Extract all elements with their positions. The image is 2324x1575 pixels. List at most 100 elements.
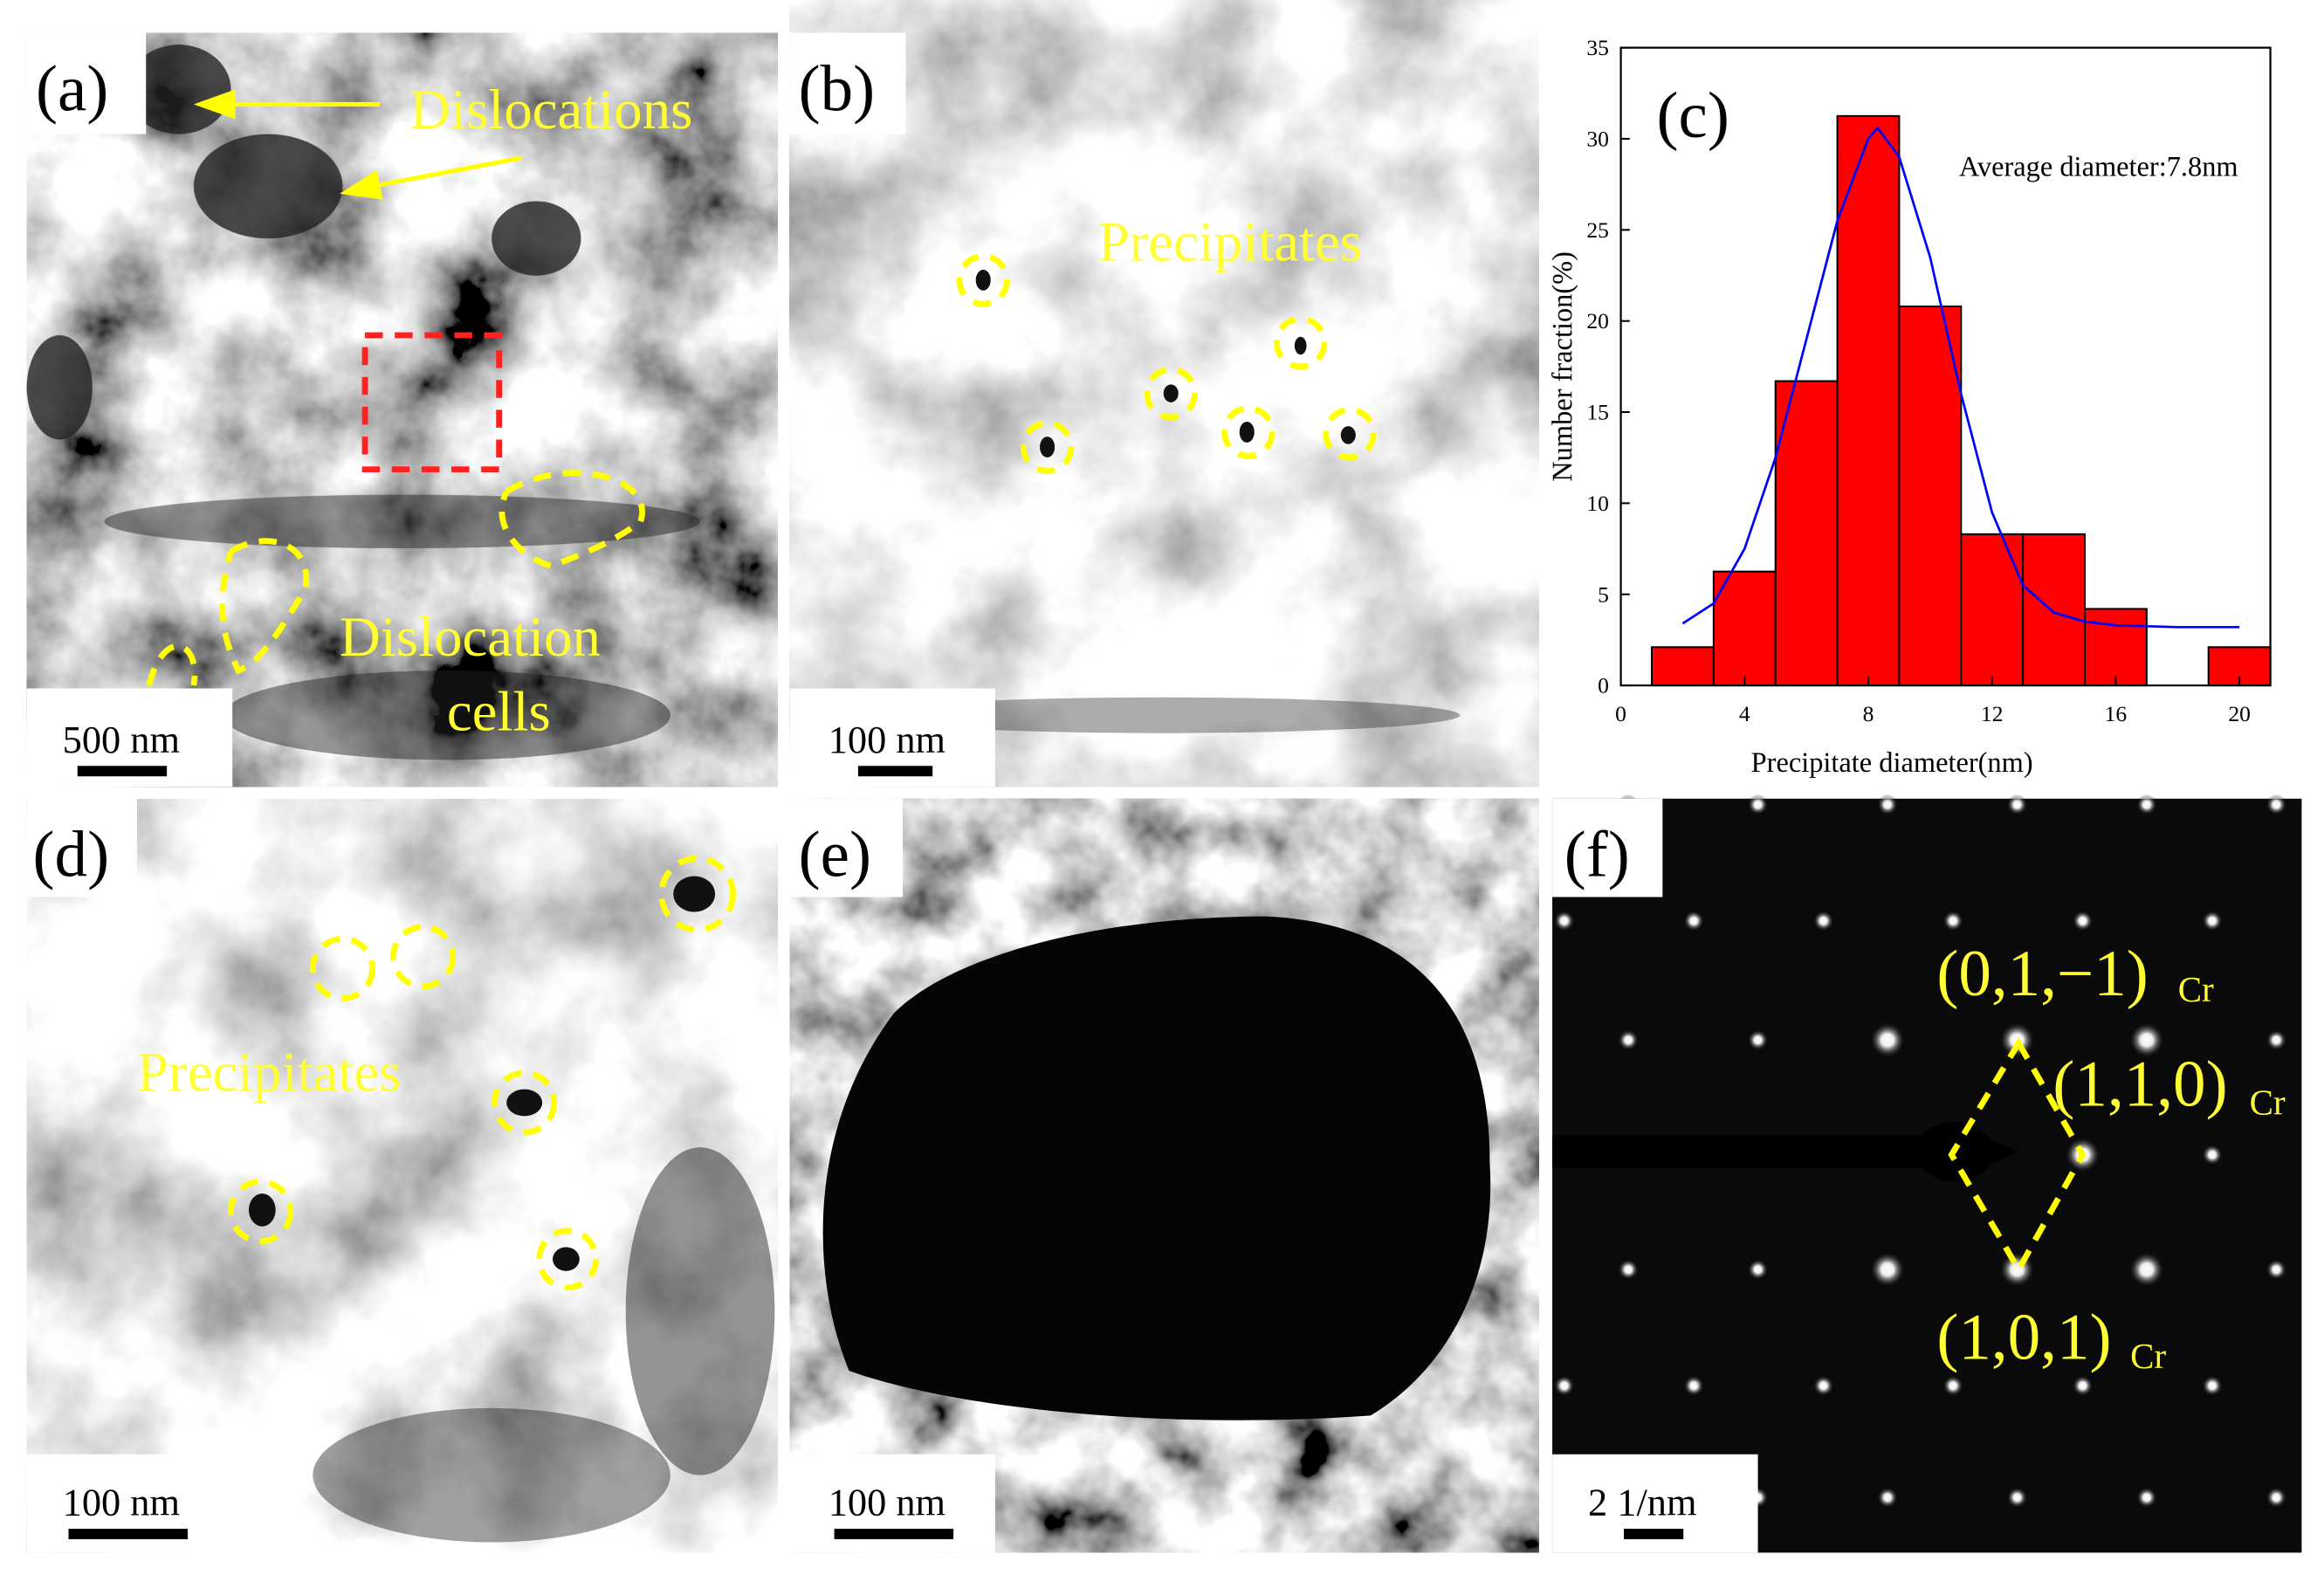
bar (1712, 570, 1777, 687)
diffraction-spot (2128, 1021, 2165, 1058)
annotation: cells (447, 680, 551, 743)
bar (2022, 533, 2087, 687)
dark-features (26, 45, 701, 760)
diffraction-spot (1553, 1375, 1575, 1397)
scale-bar-label: 100 nm (829, 718, 945, 761)
bar (1650, 646, 1715, 687)
diffraction-spot (2266, 1487, 2287, 1509)
arrow (372, 155, 522, 189)
index-subscript: Cr (2250, 1083, 2286, 1123)
y-tick-label: 5 (1598, 581, 1609, 607)
diffraction-spot (2202, 910, 2223, 932)
diffraction-spot (1812, 1375, 1834, 1397)
panel-c: (c) Average diameter:7.8nm Precipitate d… (1547, 35, 2272, 779)
panel-b: (b) Precipitates 100 nm (789, 0, 1539, 788)
y-tick-label: 35 (1586, 35, 1609, 60)
panel-label: (a) (36, 52, 108, 125)
diffraction-spot (1618, 1029, 1640, 1051)
diffraction-spot (1812, 910, 1834, 932)
scale-bar (1623, 1529, 1684, 1540)
diffraction-spot (2266, 1029, 2287, 1051)
cell-outline (219, 538, 310, 675)
x-tick-label: 0 (1615, 701, 1626, 726)
scale-bar-label: 100 nm (829, 1481, 945, 1524)
diffraction-spot (1999, 1251, 2035, 1288)
dark-features (863, 269, 1461, 733)
diffraction-spot (1683, 1375, 1705, 1397)
index-subscript: Cr (2130, 1337, 2166, 1376)
index-subscript: Cr (2178, 970, 2214, 1009)
x-tick-label: 4 (1739, 701, 1750, 726)
bar (1836, 114, 1901, 687)
panel-label: (e) (799, 819, 871, 891)
y-tick-label: 0 (1598, 673, 1609, 698)
diffraction-spot (1747, 1259, 1769, 1281)
bar (1774, 380, 1839, 687)
beam-stopper (1552, 1135, 1940, 1169)
scale-bar (834, 1529, 954, 1540)
panel-label: (f) (1564, 819, 1630, 891)
diffraction-spot (1747, 794, 1769, 815)
diffraction-spot (1747, 1029, 1769, 1051)
x-tick-label: 12 (1981, 701, 2004, 726)
scale-bar (857, 766, 933, 777)
annotation: Dislocations (409, 79, 692, 141)
diffraction-spot (1869, 1251, 1906, 1288)
y-tick-label: 25 (1586, 217, 1609, 243)
diffraction-spot (1942, 910, 1964, 932)
diffraction-spot (2072, 1375, 2094, 1397)
diffraction-spot (2202, 1144, 2223, 1166)
annotation: Dislocation (340, 606, 601, 669)
precipitate (822, 916, 1491, 1420)
diffraction-spot (1877, 794, 1898, 815)
diffraction-spot (1683, 910, 1705, 932)
label-box (26, 32, 147, 134)
diffraction-spot (2135, 794, 2157, 815)
index-label: (0,1,−1) (1936, 938, 2148, 1010)
precipitate-markers (228, 855, 736, 1291)
y-tick-label: 30 (1586, 127, 1609, 152)
index-label: (1,1,0) (2052, 1048, 2227, 1120)
diffraction-spot (2128, 1251, 2165, 1288)
region-box (361, 332, 503, 473)
y-tick-label: 15 (1586, 400, 1609, 425)
arrow-head (340, 169, 383, 200)
arrow-head (193, 89, 236, 120)
precipitate-markers (956, 253, 1377, 474)
scale-bar-label: 100 nm (63, 1481, 180, 1524)
diffraction-image (1552, 798, 2302, 1553)
bar (1960, 533, 2025, 687)
panel-label: (c) (1657, 79, 1729, 152)
scale-bar (77, 766, 168, 777)
scale-bar-label: 500 nm (63, 718, 180, 761)
plot-frame (1619, 46, 2272, 687)
annotation: Precipitates (137, 1041, 401, 1104)
diffraction-spot (2072, 910, 2094, 932)
bar (1898, 305, 1963, 687)
y-tick-label: 20 (1586, 308, 1609, 334)
x-tick-label: 8 (1863, 701, 1874, 726)
panel-e: (e) 100 nm (789, 798, 1539, 1553)
panel-a: (a) Dislocations Dislocation cells 500 n… (26, 32, 778, 788)
scale-bar-label: 2 1/nm (1588, 1481, 1696, 1524)
index-label: (1,0,1) (1936, 1302, 2111, 1374)
label-box (789, 32, 906, 134)
label-box (26, 798, 137, 898)
annotation: Precipitates (1098, 211, 1362, 274)
x-tick-label: 16 (2105, 701, 2128, 726)
diffraction-spot (2266, 794, 2287, 815)
panel-d: (d) Precipitates 100 nm (26, 798, 778, 1553)
diffraction-spot (1618, 1259, 1640, 1281)
x-tick-label: 20 (2228, 701, 2251, 726)
diffraction-spot (2266, 1259, 2287, 1281)
dark-features (248, 876, 775, 1543)
bar (2083, 608, 2148, 687)
beam-stopper (1981, 1135, 2019, 1169)
annotation: Average diameter:7.8nm (1959, 151, 2238, 182)
diffraction-spot (2006, 794, 2028, 815)
y-tick-label: 10 (1586, 491, 1609, 516)
diffraction-spot (2135, 1487, 2157, 1509)
panel-label: (d) (33, 819, 110, 891)
diffraction-spot (1869, 1021, 1906, 1058)
